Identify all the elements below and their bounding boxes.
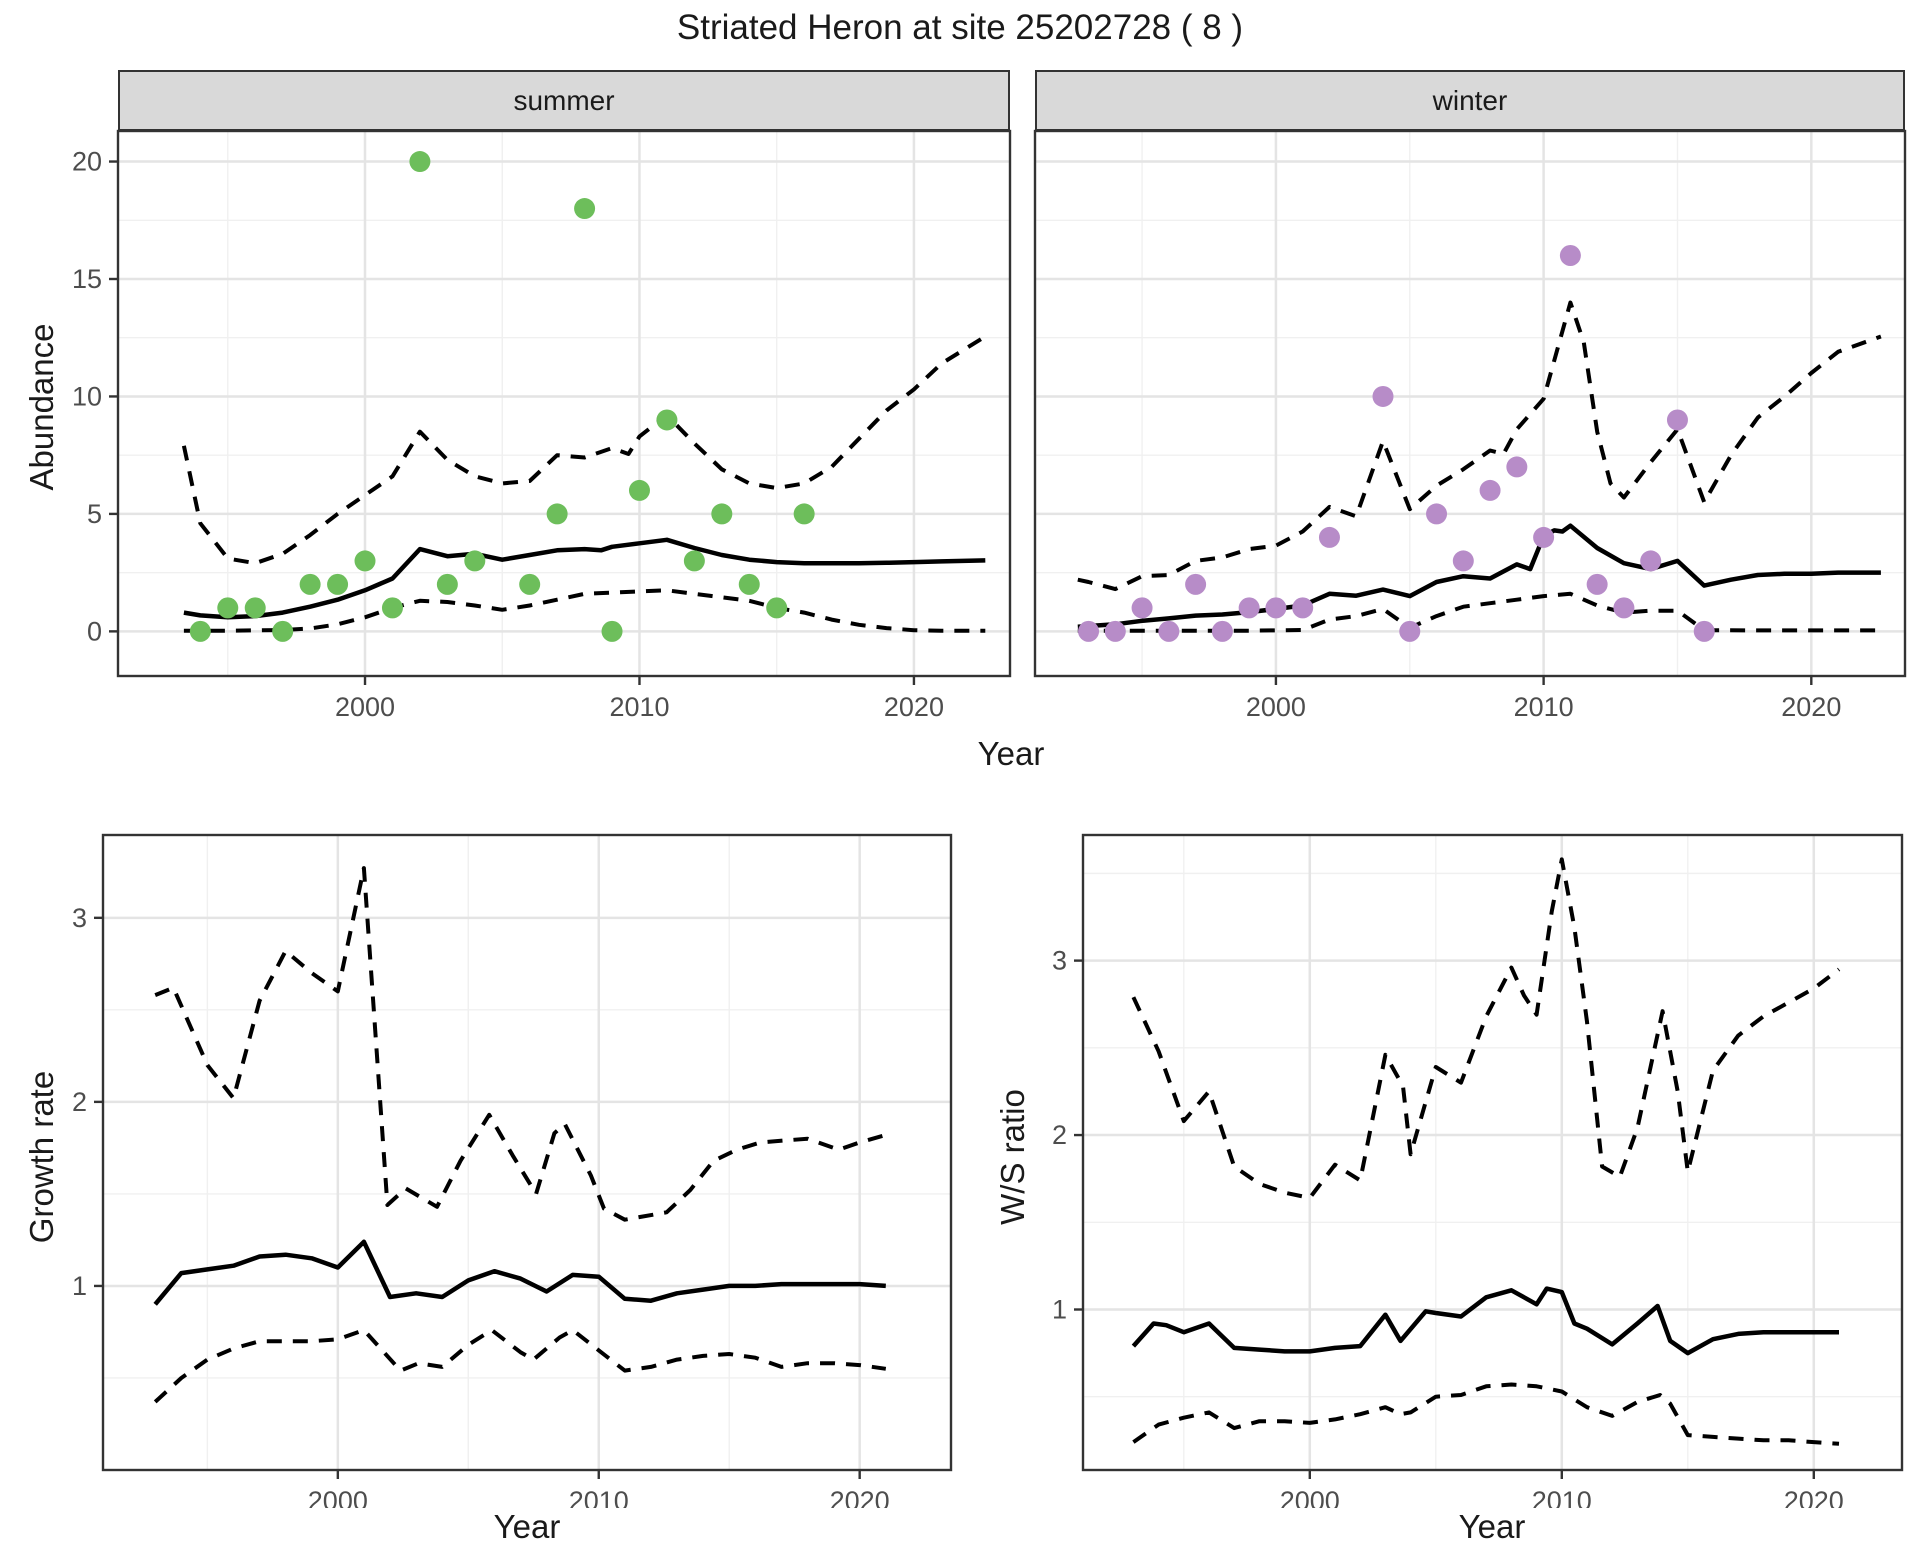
svg-text:10: 10 [72,381,102,411]
svg-text:2000: 2000 [1246,692,1306,722]
svg-text:2020: 2020 [884,692,944,722]
svg-text:0: 0 [87,616,102,646]
facet-strip-winter: winter [1035,70,1905,131]
svg-text:1: 1 [72,1271,87,1301]
svg-text:2020: 2020 [1784,1486,1844,1508]
svg-text:2010: 2010 [609,692,669,722]
svg-text:2010: 2010 [1532,1486,1592,1508]
svg-text:2000: 2000 [1280,1486,1340,1508]
y-axis-title-ws-ratio: W/S ratio [994,1089,1031,1225]
svg-text:2020: 2020 [1781,692,1841,722]
svg-text:2000: 2000 [335,692,395,722]
x-axis-title-year-top: Year [977,735,1045,772]
svg-text:2010: 2010 [1514,692,1574,722]
svg-text:2020: 2020 [830,1486,890,1508]
svg-text:2000: 2000 [308,1486,368,1508]
svg-text:1: 1 [1052,1295,1067,1325]
x-axis-title-year-growth: Year [493,1508,561,1545]
svg-text:3: 3 [72,903,87,933]
y-axis-title-growth-rate: Growth rate [23,1070,60,1244]
facet-strip-winter-label: winter [1432,84,1508,116]
svg-text:3: 3 [1052,946,1067,976]
facet-strip-summer-label: summer [513,84,615,116]
svg-text:5: 5 [87,499,102,529]
growth-rate-plot: 2000 2010 2020 1 2 3 [72,833,953,1508]
svg-text:2: 2 [1052,1120,1067,1150]
svg-text:2010: 2010 [569,1486,629,1508]
chart-title: Striated Heron at site 25202728 ( 8 ) [676,8,1244,47]
x-axis-title-year-ws: Year [1458,1508,1526,1545]
abundance-winter-plot: 2000 2010 2020 [1033,129,1907,722]
abundance-summer-plot: 2000 2010 2020 0 5 10 15 20 [72,129,1012,722]
svg-text:2: 2 [72,1087,87,1117]
svg-text:20: 20 [72,147,102,177]
y-axis-title-abundance: Abundance [23,323,60,491]
svg-text:15: 15 [72,264,102,294]
ws-ratio-plot: 2000 2010 2020 1 2 3 [1052,833,1904,1508]
facet-strip-summer: summer [118,70,1010,131]
